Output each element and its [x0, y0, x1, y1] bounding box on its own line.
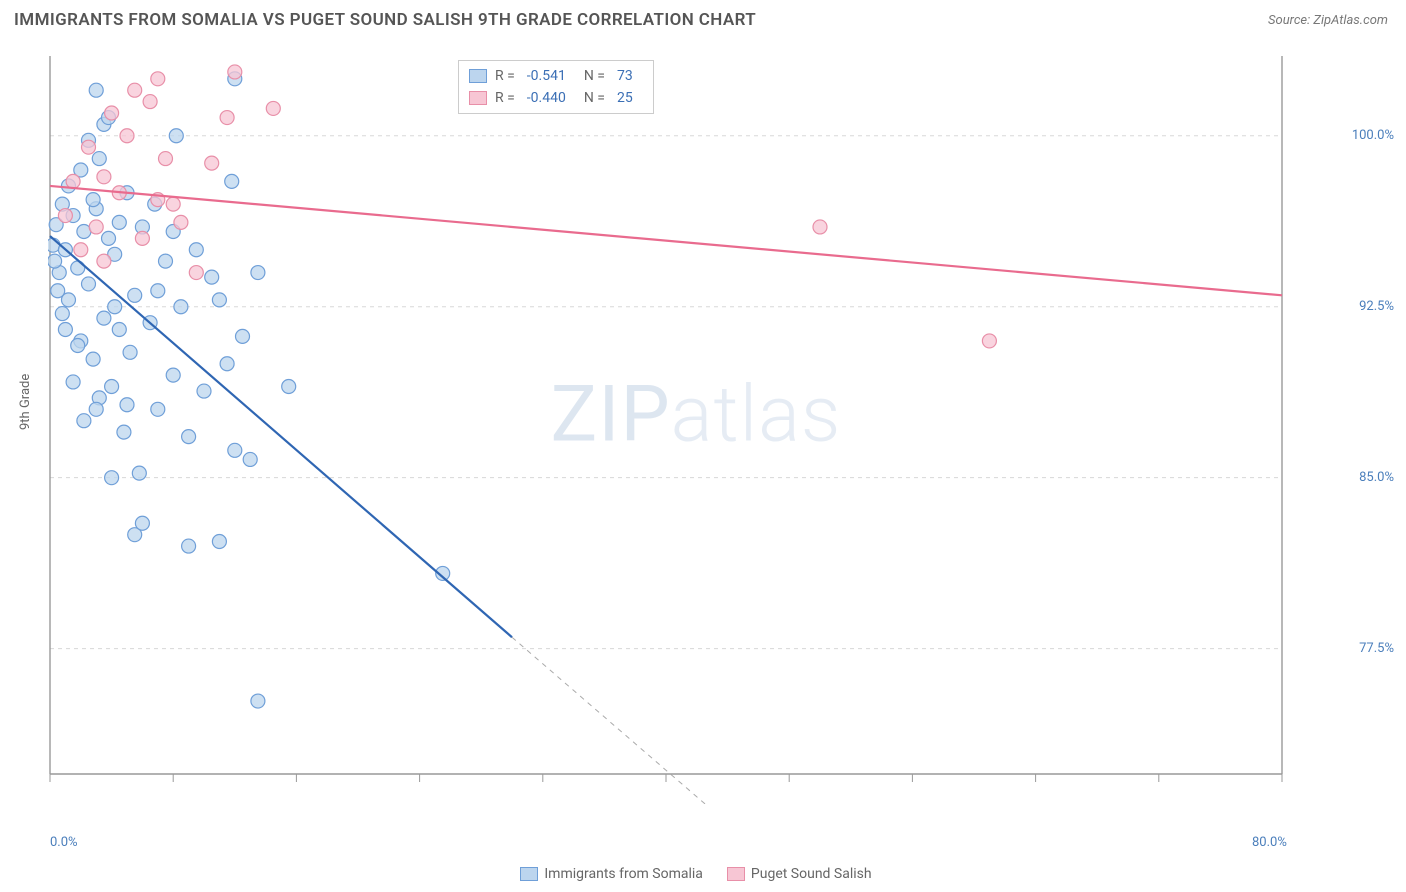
x-tick-label: 0.0% [50, 835, 78, 850]
legend-item-somalia: Immigrants from Somalia [520, 866, 703, 882]
r-label: R = [495, 65, 515, 87]
legend-swatch-somalia [469, 69, 487, 83]
legend-swatch-salish [469, 91, 487, 105]
r-value-1: -0.440 [527, 87, 566, 109]
legend-swatch-icon [727, 867, 745, 881]
legend-stats: R = -0.541 N = 73 R = -0.440 N = 25 [458, 60, 654, 114]
legend-stats-row-0: R = -0.541 N = 73 [469, 65, 643, 87]
legend-stats-row-1: R = -0.440 N = 25 [469, 87, 643, 109]
legend-bottom: Immigrants from Somalia Puget Sound Sali… [48, 866, 1344, 882]
chart-area: ZIPatlas R = -0.541 N = 73 R = -0.440 N … [48, 56, 1344, 804]
y-tick-label: 92.5% [1344, 299, 1394, 314]
r-label: R = [495, 87, 515, 109]
legend-label: Puget Sound Salish [751, 866, 872, 882]
n-label: N = [584, 65, 605, 87]
y-tick-label: 77.5% [1344, 641, 1394, 656]
y-tick-label: 85.0% [1344, 470, 1394, 485]
watermark-light: atlas [671, 370, 842, 461]
legend-swatch-icon [520, 867, 538, 881]
source-attribution: Source: ZipAtlas.com [1268, 13, 1388, 28]
chart-title: IMMIGRANTS FROM SOMALIA VS PUGET SOUND S… [14, 10, 756, 30]
header: IMMIGRANTS FROM SOMALIA VS PUGET SOUND S… [0, 0, 1406, 36]
watermark-bold: ZIP [551, 370, 671, 461]
watermark: ZIPatlas [551, 370, 842, 461]
r-value-0: -0.541 [527, 65, 566, 87]
x-tick-label: 80.0% [1252, 835, 1287, 850]
y-axis-label: 9th Grade [18, 374, 33, 430]
n-value-1: 25 [617, 87, 633, 109]
legend-item-salish: Puget Sound Salish [727, 866, 872, 882]
legend-label: Immigrants from Somalia [544, 866, 703, 882]
n-value-0: 73 [617, 65, 633, 87]
n-label: N = [584, 87, 605, 109]
y-tick-label: 100.0% [1344, 128, 1394, 143]
